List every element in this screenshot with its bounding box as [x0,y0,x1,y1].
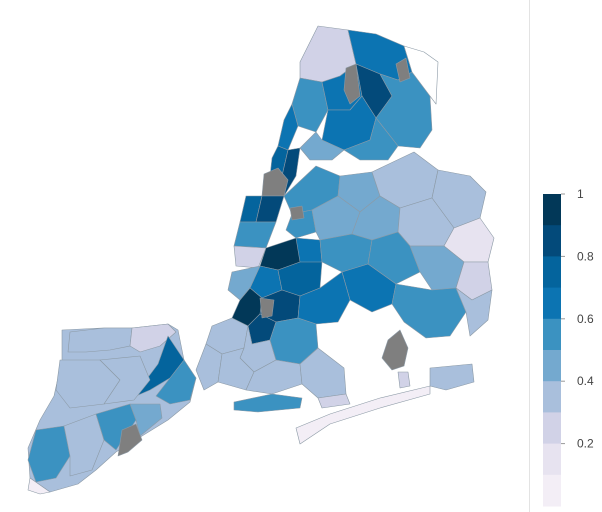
region-outline-westchester[interactable] [403,45,439,105]
colorbar-step [543,287,561,320]
region-si-north[interactable] [67,327,133,353]
region-si-east-2[interactable] [155,359,197,405]
colorbar-step [543,256,561,289]
region-si-northshore[interactable] [129,323,177,353]
bronx[interactable] [291,25,437,161]
region-bk-prospect-missing[interactable] [259,297,275,319]
colorbar-step [543,474,561,507]
colorbar-step [543,443,561,476]
region-qn-rosedale[interactable] [455,287,493,337]
region-si-park-missing[interactable] [117,423,143,457]
colorbar-step [543,350,561,382]
region-bk-coney-island[interactable] [233,393,303,413]
region-bronx-pelham-missing[interactable] [343,63,361,105]
colorbar-tick-label: 1 [577,187,584,201]
colorbar-step [543,381,561,413]
region-qn-springfield[interactable] [391,283,467,339]
colorbar-tick-label: 0.2 [577,437,594,451]
region-si-great-kills[interactable] [129,403,163,437]
choropleth-map[interactable] [0,0,530,512]
region-si-tottenville[interactable] [27,477,51,495]
region-bk-bay-ridge[interactable] [195,343,223,391]
region-qn-rockaway-west[interactable] [295,385,431,445]
colorbar-legend: 1 0.8 0.6 0.4 0.2 [543,187,594,507]
queens[interactable] [283,151,495,445]
region-si-mid-east[interactable] [99,355,151,405]
brooklyn[interactable] [195,237,351,413]
region-bronx-southeast[interactable] [343,117,399,161]
region-qn-broad-channel[interactable] [397,371,411,389]
region-qn-rockaway-east[interactable] [429,363,475,391]
colorbar-step [543,318,561,351]
staten-island[interactable] [27,323,197,495]
colorbar-tick-label: 0.4 [577,374,594,388]
colorbar-step [543,412,561,445]
region-bk-gerritsen[interactable] [317,393,351,409]
panel-divider [529,0,530,512]
colorbar-step [543,225,561,257]
region-qn-jfk-missing[interactable] [381,329,409,371]
region-qn-lga-missing[interactable] [289,205,305,221]
region-bx-park-missing[interactable] [395,57,411,83]
colorbar-tick-label: 0.8 [577,249,594,263]
colorbar-step [543,194,561,226]
colorbar-tick-label: 0.6 [577,312,594,326]
region-mn-midtown[interactable] [233,221,277,249]
